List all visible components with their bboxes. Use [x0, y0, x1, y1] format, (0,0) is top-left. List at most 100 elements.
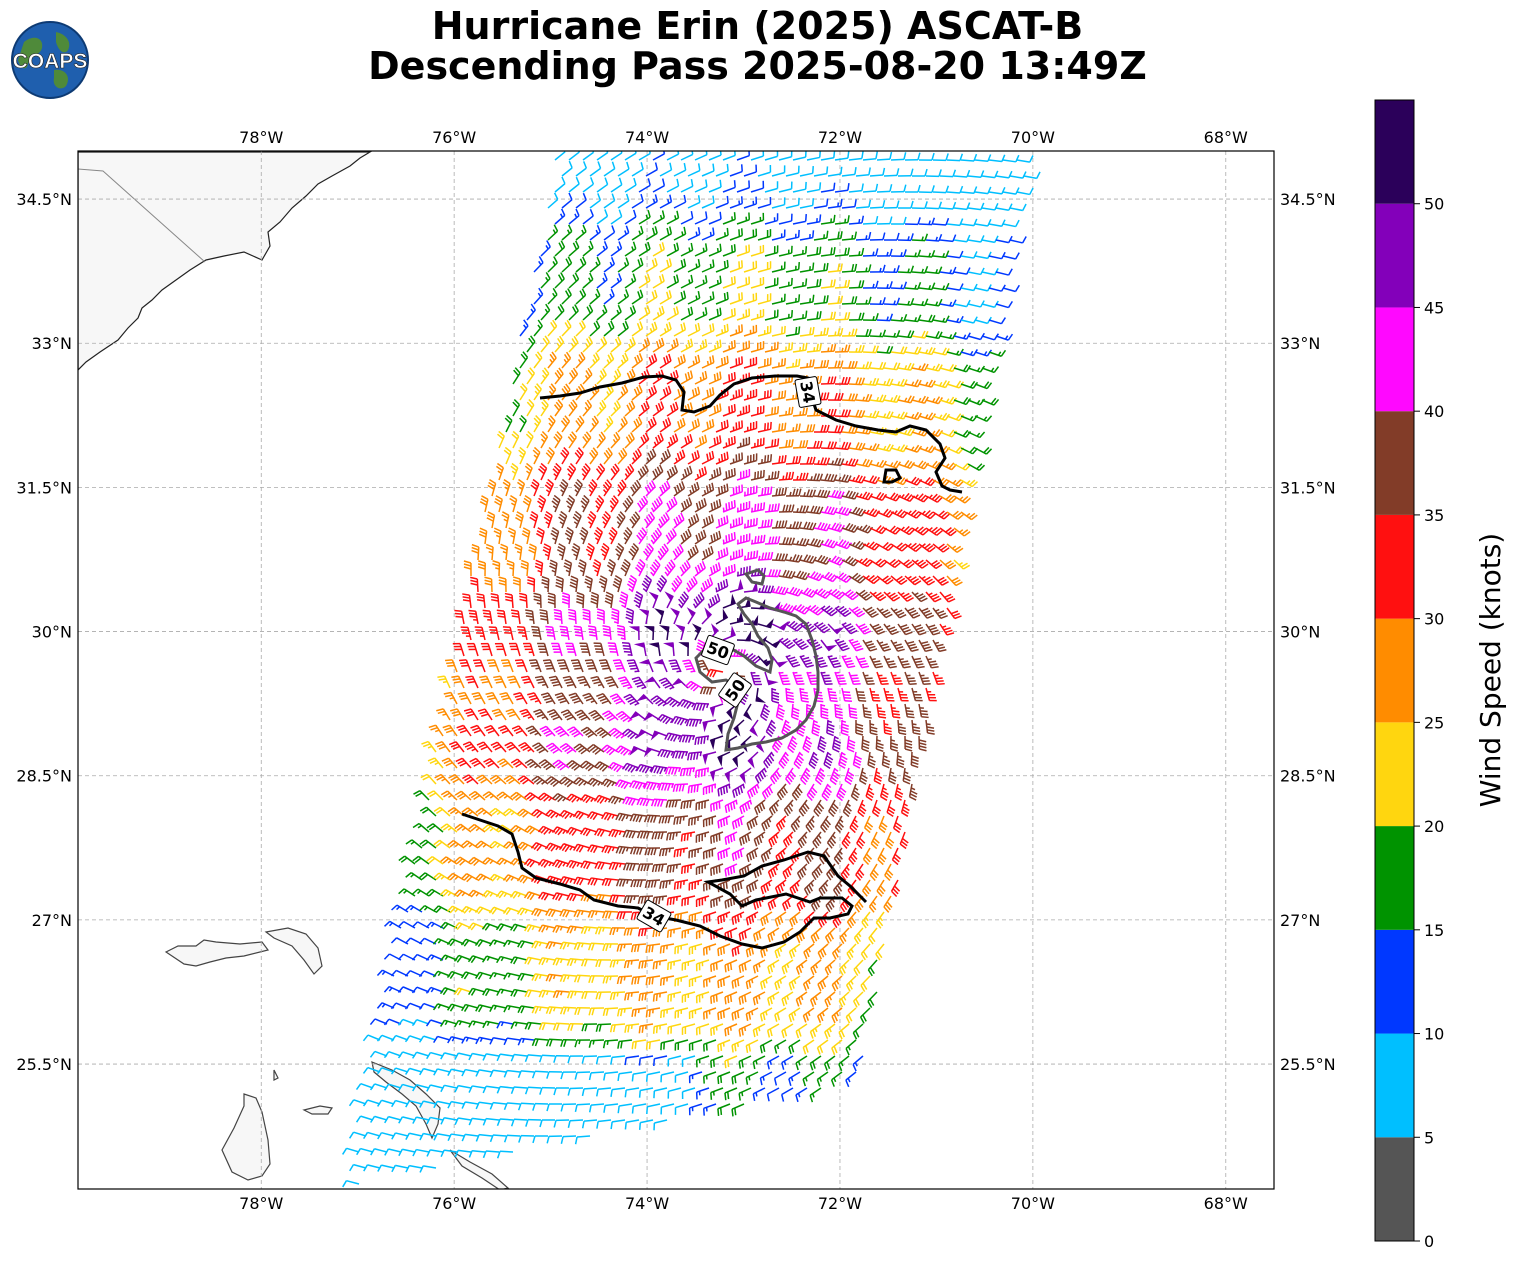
wind-barb [589, 447, 599, 465]
wind-barb [645, 226, 658, 241]
wind-barb [694, 211, 708, 225]
wind-barb [855, 328, 872, 337]
wind-barb [582, 177, 595, 193]
wind-barb [532, 446, 541, 465]
wind-barb [589, 161, 602, 177]
colorbar-label: Wind Speed (knots) [1474, 533, 1507, 807]
wind-barb [554, 151, 566, 161]
wind-barb [736, 404, 751, 417]
wind-barb [659, 162, 673, 177]
wind-barb [841, 328, 858, 337]
wind-barb [820, 343, 837, 353]
colorbar-bin [1375, 826, 1414, 930]
wind-barb [561, 319, 572, 337]
wind-barb [750, 405, 765, 417]
wind-barb [939, 396, 958, 405]
wind-barb [673, 194, 687, 209]
wind-barb [496, 430, 505, 449]
wind-barb [568, 176, 580, 193]
wind-barb [778, 181, 793, 193]
wind-barb [701, 323, 715, 337]
wind-barb [876, 184, 893, 193]
wind-barb [701, 259, 715, 273]
wind-barb [946, 153, 964, 162]
colorbar-bin [1375, 929, 1414, 1034]
colorbar-tick-label: 10 [1424, 1025, 1444, 1044]
wind-barb [736, 151, 751, 161]
wind-barb [652, 151, 666, 161]
wind-barb [617, 161, 630, 177]
wind-barb [722, 308, 736, 321]
wind-barb [869, 329, 887, 338]
wind-barb [715, 451, 729, 465]
wind-barb [813, 262, 829, 273]
wind-barb [610, 273, 623, 289]
wind-barb [673, 226, 687, 241]
wind-barb [568, 367, 579, 385]
wind-barb [582, 367, 593, 385]
wind-barb [722, 276, 736, 289]
wind-barb [827, 263, 843, 273]
wind-barb [897, 233, 914, 242]
wind-barb [834, 376, 851, 385]
wind-barb [974, 186, 992, 195]
wind-barb [904, 217, 921, 226]
wind-barb [757, 389, 772, 401]
wind-barb [680, 242, 694, 257]
wind-barb [715, 419, 729, 433]
wind-barb [939, 299, 957, 307]
wind-barb [708, 275, 722, 289]
wind-barb [511, 430, 520, 449]
wind-barb [820, 279, 836, 289]
wind-barb [540, 271, 551, 289]
wind-barb [729, 196, 743, 209]
wind-barb [946, 283, 964, 291]
wind-barb [799, 198, 815, 209]
wind-barb [652, 242, 665, 257]
lon-tick-label: 78°W [239, 128, 283, 147]
wind-barb [820, 441, 838, 450]
wind-barb [862, 280, 879, 289]
wind-barb [568, 240, 580, 257]
wind-barb [610, 400, 621, 417]
wind-barb [589, 193, 602, 209]
andros [221, 1093, 271, 1181]
wind-barb [918, 185, 935, 194]
wind-barb [862, 345, 880, 354]
wind-barb [771, 325, 786, 337]
wind-barb [967, 398, 986, 406]
wind-barb [596, 241, 608, 257]
colorbar-bin [1375, 203, 1414, 308]
wind-barb [974, 415, 993, 422]
wind-barb [848, 280, 865, 289]
wind-barb [687, 386, 701, 401]
wind-barb [764, 341, 779, 353]
wind-barb [960, 251, 978, 259]
wind-barb [589, 320, 601, 337]
wind-barb [911, 298, 929, 307]
wind-barb [904, 346, 922, 355]
wind-barb [827, 198, 843, 209]
wind-barb [757, 421, 772, 433]
wind-barb [624, 400, 636, 417]
wind-barb [540, 240, 551, 257]
wind-barb [624, 241, 637, 257]
wind-barb [897, 265, 915, 274]
wind-barb [771, 293, 786, 305]
wind-barb [743, 196, 758, 209]
wind-barb [568, 335, 579, 353]
wind-barb [659, 321, 672, 337]
wind-barb [554, 176, 566, 193]
wind-barb [673, 290, 687, 305]
wind-barb [561, 288, 572, 305]
wind-barb [806, 311, 822, 321]
wind-barb [855, 393, 873, 402]
wind-barb [708, 403, 722, 417]
wind-barb [680, 210, 694, 225]
wind-barb [540, 335, 550, 353]
wind-barb [799, 294, 815, 305]
wind-barb [659, 258, 673, 273]
wind-barb [715, 355, 729, 369]
wind-barb [708, 339, 722, 353]
wind-barb [673, 162, 687, 177]
